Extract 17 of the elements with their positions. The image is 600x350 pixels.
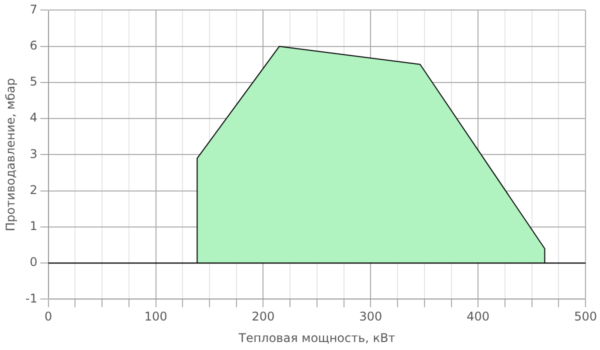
x-tick-label: 500 — [574, 310, 597, 324]
y-axis-title: Противодавление, мбар — [3, 78, 18, 232]
x-tick-label: 400 — [466, 310, 490, 324]
y-tick-label: -1 — [25, 291, 38, 306]
y-tick-label: 1 — [30, 219, 38, 234]
x-tick-label: 200 — [252, 310, 275, 324]
y-tick-label: 7 — [30, 2, 38, 16]
y-tick-label: 6 — [30, 38, 38, 52]
y-tick-label: 4 — [30, 110, 38, 125]
y-tick-label: 3 — [30, 146, 38, 161]
y-tick-label: 2 — [30, 182, 38, 197]
x-tick-label: 0 — [44, 310, 52, 324]
x-axis-title: Тепловая мощность, кВт — [238, 330, 396, 345]
x-tick-label: 100 — [144, 310, 168, 324]
y-tick-label: 5 — [30, 74, 38, 89]
x-tick-label: 300 — [359, 310, 382, 324]
y-tick-label: 0 — [30, 255, 38, 270]
